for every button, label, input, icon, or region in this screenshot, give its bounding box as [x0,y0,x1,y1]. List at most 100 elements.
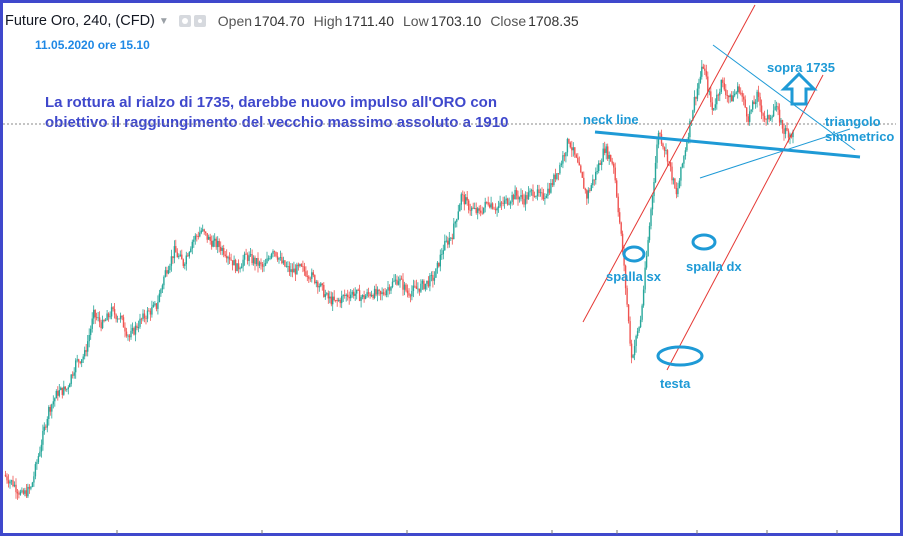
candle-body [463,195,465,205]
candle-body [152,304,155,308]
candle-body [726,95,728,96]
candle-body [408,293,410,296]
candle-body [692,110,694,121]
candle-body [72,374,74,376]
candle-body [178,255,180,258]
symbol-title[interactable]: Future Oro, 240, (CFD) [5,13,155,29]
candle-body [97,317,99,319]
candle-body [336,300,338,301]
candle-body [406,290,409,294]
candle-body [119,315,122,319]
candle-body [436,262,439,269]
high-label: High [313,13,343,29]
candle-body [462,194,464,196]
candle-body [248,255,250,261]
candle-body [586,190,588,199]
candle-body [613,163,615,168]
candle-body [323,285,325,297]
candle-body [169,265,171,271]
candle-body [4,474,7,477]
candle-body [270,253,273,259]
spalla-sx-label: spalla sx [606,269,662,284]
candle-body [363,295,365,299]
candle-body [293,268,295,273]
candle-body [94,309,96,318]
candle-body [551,183,554,185]
candle-body [686,141,688,151]
candle-body [348,296,350,299]
candle-body [707,76,709,92]
spalla-dx-ellipse [691,233,717,251]
candle-body [705,70,707,77]
candle-body [693,97,696,111]
candle-body [378,289,380,291]
candle-body [287,266,289,267]
candle-body [269,258,271,260]
candle-body [517,195,519,200]
candle-body [644,267,646,290]
candle-body [75,360,77,373]
low-label: Low [403,13,429,29]
candle-body [630,343,633,358]
candle-body [226,256,228,259]
candle-body [762,113,764,116]
candle-body [121,315,123,318]
candle-body [39,451,41,457]
candle-body [763,115,766,120]
candle-body [217,241,219,248]
candle-body [373,288,376,298]
candle-body [202,229,204,231]
candle-body [58,390,60,396]
candle-body [279,257,282,258]
candle-body [81,359,83,363]
candle-body [118,318,120,320]
candle-body [28,486,31,489]
neck-line [594,130,861,159]
candle-body [783,128,785,134]
candle-body [626,288,628,305]
simmetrico-label: simmetrico [825,129,894,144]
candle-body [423,280,425,290]
candle-body [698,82,700,89]
candle-body [390,287,392,291]
candle-body [101,320,104,329]
candle-body [474,208,476,209]
candle-body [544,197,546,200]
triangle-lower-line [699,128,851,179]
candle-body [433,277,436,281]
candle-body [208,236,210,240]
candle-body [627,304,630,322]
candle-body [678,180,681,189]
candle-body [403,284,406,290]
candle-body [104,320,107,322]
candle-body [548,188,551,193]
open-value: 1704.70 [254,13,305,29]
candle-body [593,179,595,181]
note-line-2: obiettivo il raggiungimento del vecchio … [45,114,509,131]
candle-body [231,260,234,266]
candle-body [170,256,173,266]
candle-body [663,147,666,151]
close-value: 1708.35 [528,13,579,29]
candle-body [51,404,53,412]
candle-body [264,263,267,266]
candle-body [227,257,229,259]
candle-body [747,116,749,122]
candle-body [632,355,634,358]
chevron-down-icon[interactable]: ▼ [158,15,169,27]
candle-body [545,195,548,198]
candle-body [472,207,474,209]
date-label: 11.05.2020 ore 15.10 [35,38,150,52]
candle-body [318,286,320,288]
candle-body [315,281,317,284]
gear-icon[interactable] [193,15,206,27]
candle-body [689,121,691,138]
candle-body [116,318,119,320]
candle-body [25,490,28,497]
eye-icon[interactable] [178,15,191,27]
candle-body [584,188,586,191]
candle-body [311,272,313,279]
candle-body [716,94,718,105]
